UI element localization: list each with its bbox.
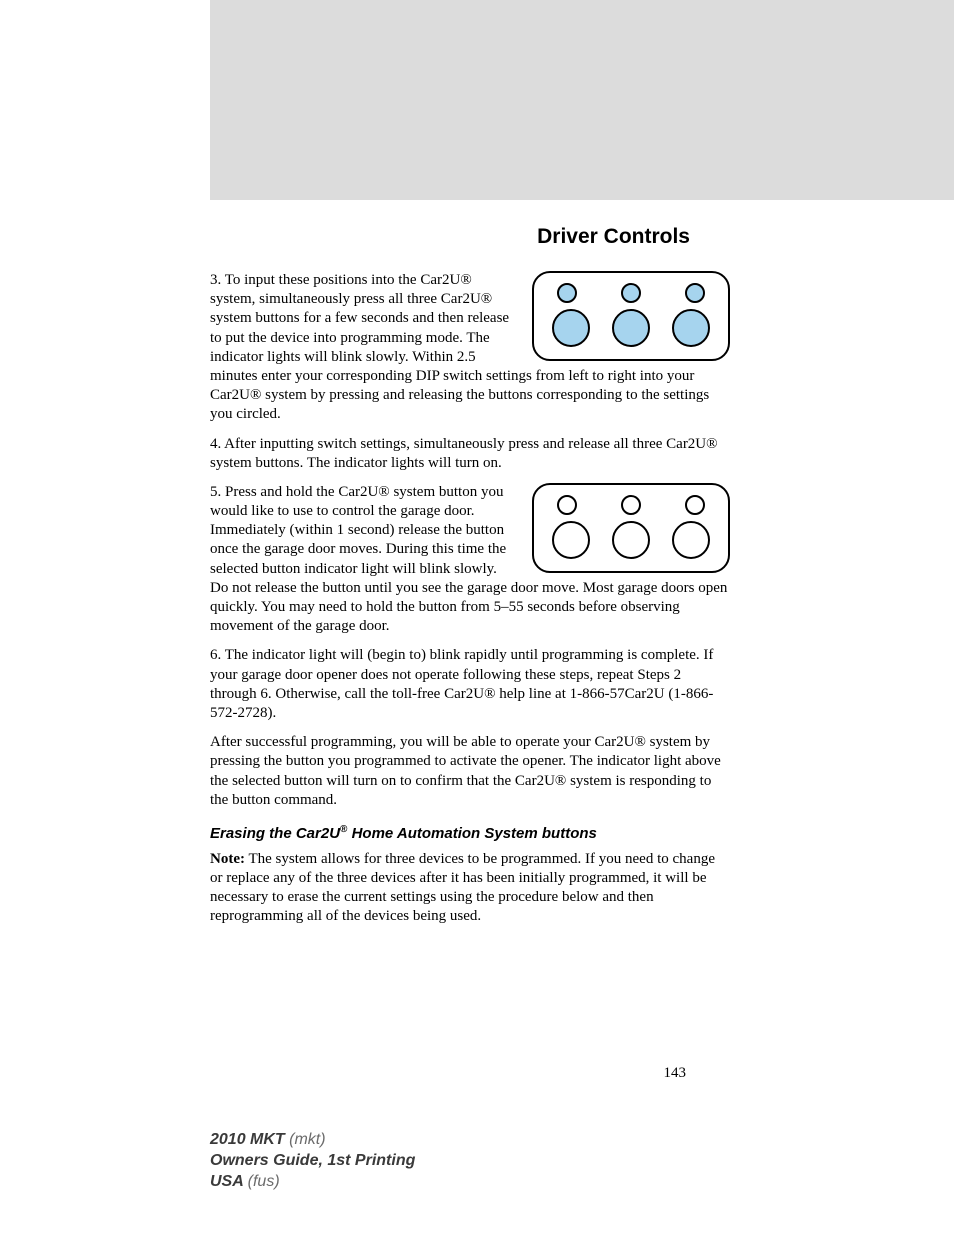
footer-region: USA [210,1173,248,1190]
remote-button-icon [552,521,590,559]
indicator-light-icon [621,495,641,515]
indicator-light-icon [685,283,705,303]
page-content: Driver Controls 3. To input these positi… [210,225,730,937]
remote-button-icon [672,521,710,559]
page-top-band [210,0,954,200]
page-footer: 2010 MKT (mkt) Owners Guide, 1st Printin… [210,1130,415,1192]
after-programming-section: After successful programming, you will b… [210,733,730,810]
note-body: The system allows for three devices to b… [210,851,715,925]
remote-diagram-filled [532,271,730,361]
page-title: Driver Controls [210,225,730,249]
step-5-section: 5. Press and hold the Car2U® system butt… [210,483,730,637]
page-number: 143 [664,1065,687,1082]
footer-line-1: 2010 MKT (mkt) [210,1130,415,1151]
subheading-prefix: Erasing the Car2U [210,825,340,842]
step-3-section: 3. To input these positions into the Car… [210,271,730,425]
step-4-text: 4. After inputting switch settings, simu… [210,435,730,473]
remote-button-icon [672,309,710,347]
footer-region-code: (fus) [248,1173,280,1190]
step-6-text: 6. The indicator light will (begin to) b… [210,646,730,723]
indicator-light-icon [621,283,641,303]
footer-model-code: (mkt) [289,1131,325,1148]
remote-button-icon [612,309,650,347]
subheading-suffix: Home Automation System buttons [347,825,596,842]
note-label: Note: [210,851,245,867]
note-section: Note: The system allows for three device… [210,850,730,927]
remote-button-icon [552,309,590,347]
remote-diagram-empty [532,483,730,573]
step-6-section: 6. The indicator light will (begin to) b… [210,646,730,723]
remote-button-icon [612,521,650,559]
footer-line-3: USA (fus) [210,1172,415,1193]
indicator-light-icon [557,495,577,515]
indicator-light-icon [557,283,577,303]
step-4-section: 4. After inputting switch settings, simu… [210,435,730,473]
footer-line-2: Owners Guide, 1st Printing [210,1151,415,1172]
footer-model: 2010 MKT [210,1131,289,1148]
indicator-light-icon [685,495,705,515]
after-programming-text: After successful programming, you will b… [210,733,730,810]
note-text: Note: The system allows for three device… [210,850,730,927]
erasing-subheading: Erasing the Car2U® Home Automation Syste… [210,824,730,842]
